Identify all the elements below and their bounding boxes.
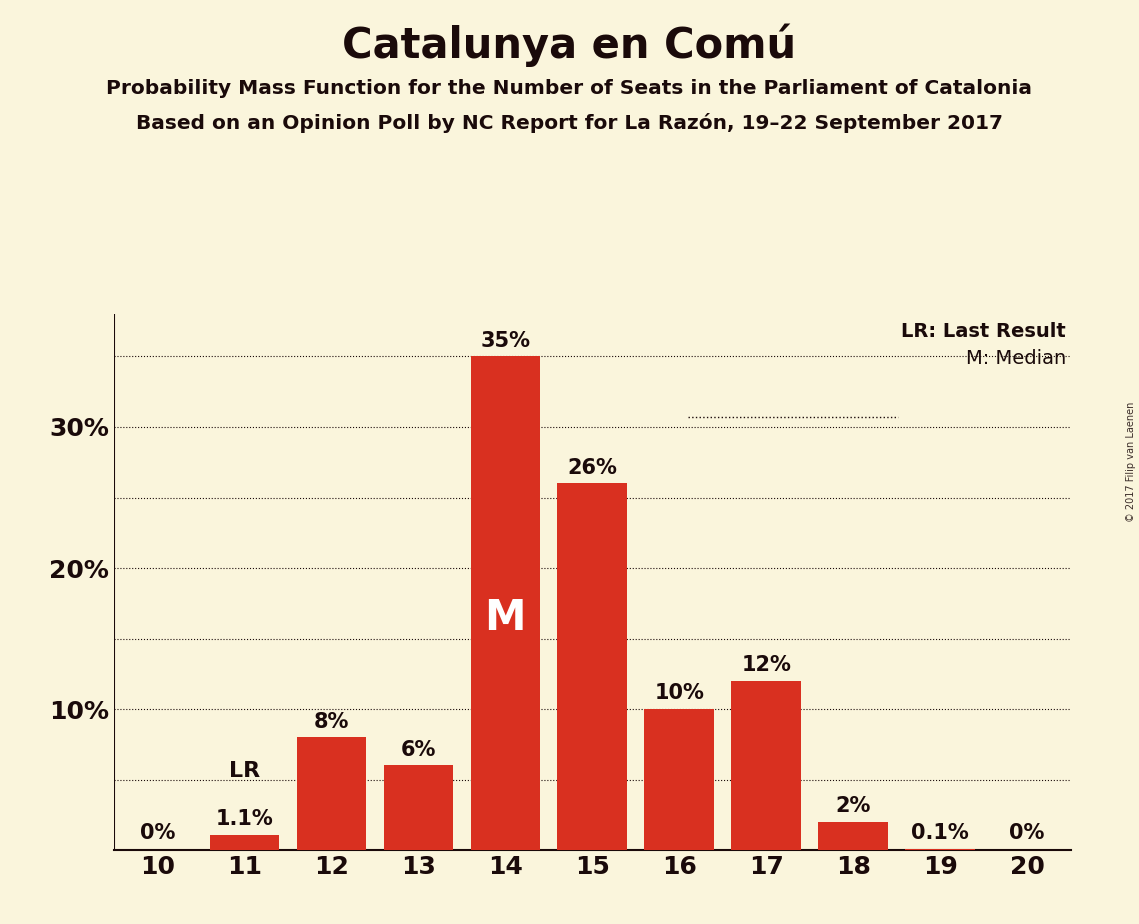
Text: 1.1%: 1.1% [215, 808, 273, 829]
Text: 26%: 26% [567, 457, 617, 478]
Text: 0%: 0% [140, 823, 175, 843]
Text: LR: Last Result: LR: Last Result [901, 322, 1066, 341]
Bar [731, 681, 801, 850]
Text: 35%: 35% [481, 331, 531, 351]
Text: 12%: 12% [741, 655, 792, 675]
Text: 2%: 2% [836, 796, 871, 816]
Bar [819, 821, 888, 850]
Text: Probability Mass Function for the Number of Seats in the Parliament of Catalonia: Probability Mass Function for the Number… [107, 79, 1032, 98]
Bar [557, 483, 628, 850]
Text: © 2017 Filip van Laenen: © 2017 Filip van Laenen [1126, 402, 1136, 522]
Text: Based on an Opinion Poll by NC Report for La Razón, 19–22 September 2017: Based on an Opinion Poll by NC Report fo… [136, 113, 1003, 133]
Text: 10%: 10% [654, 684, 704, 703]
Bar [906, 848, 975, 850]
Text: LR: LR [229, 761, 260, 781]
Bar [470, 357, 540, 850]
Text: 0.1%: 0.1% [911, 823, 969, 843]
Bar [210, 834, 279, 850]
Text: 6%: 6% [401, 740, 436, 760]
Bar [645, 709, 714, 850]
Text: M: M [484, 597, 526, 639]
Text: Catalunya en Comú: Catalunya en Comú [343, 23, 796, 67]
Text: 0%: 0% [1009, 823, 1044, 843]
Text: 8%: 8% [313, 711, 349, 732]
Bar [384, 765, 453, 850]
Text: M: Median: M: Median [966, 349, 1066, 368]
Bar [296, 737, 366, 850]
